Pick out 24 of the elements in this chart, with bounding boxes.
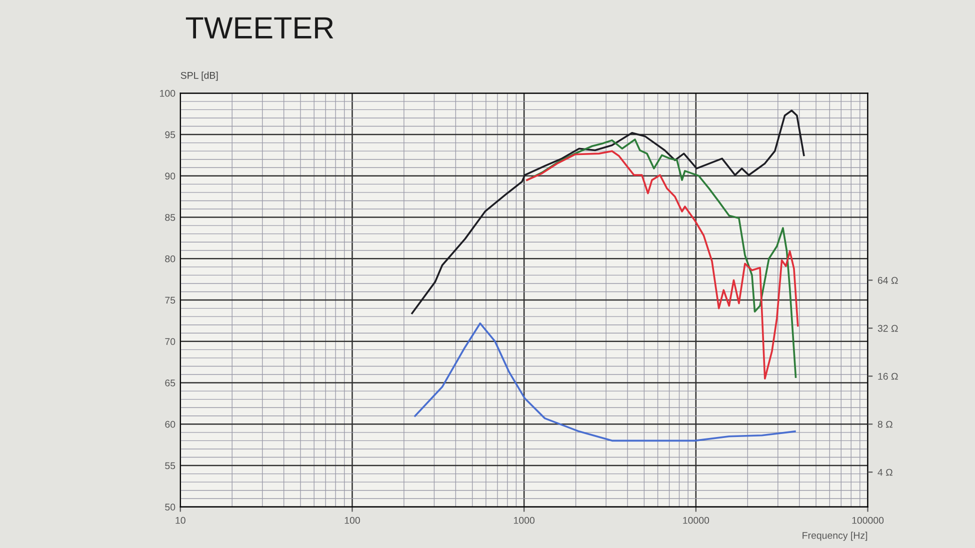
y-tick-label: 75 (165, 296, 176, 304)
y-tick-label: 64 Ω (878, 276, 898, 284)
y-tick-label: 50 (165, 504, 176, 511)
y-tick-label: 32 Ω (878, 324, 898, 332)
x-tick-label: 10000 (683, 516, 710, 524)
y-tick-label: 65 (165, 380, 176, 386)
x-tick-label: 10 (176, 516, 186, 524)
x-tick-label: 100000 (852, 516, 884, 524)
y-tick-label: 90 (165, 172, 176, 180)
y-tick-label: 80 (165, 255, 176, 262)
y-tick-label: 95 (165, 131, 176, 138)
x-axis-title: Frequency [Hz] (802, 532, 868, 541)
chart-title: TWEETER (186, 17, 334, 38)
y-tick-label: 4 Ω (878, 468, 892, 476)
x-tick-label: 1000 (514, 516, 534, 524)
y-tick-label: 60 (165, 420, 176, 428)
x-tick-label: 100 (344, 516, 360, 524)
y-tick-label: 100 (160, 90, 176, 97)
y-tick-label: 8 Ω (878, 420, 892, 428)
y-axis-title: SPL [dB] (180, 72, 218, 81)
y-tick-label: 55 (165, 462, 176, 470)
y-tick-label: 16 Ω (878, 372, 898, 380)
y-tick-label: 70 (165, 338, 176, 346)
y-tick-label: 85 (165, 214, 176, 221)
